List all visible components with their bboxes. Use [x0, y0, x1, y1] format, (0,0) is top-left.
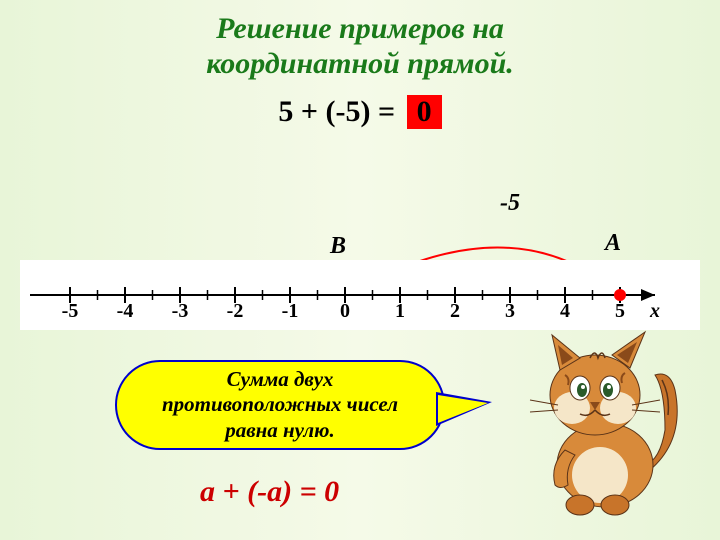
speech-tail — [438, 395, 488, 423]
tick-label: -4 — [117, 300, 134, 323]
equation-answer: 0 — [407, 95, 442, 129]
equation: 5 + (-5) = 0 — [0, 95, 720, 129]
equation-expression: 5 + (-5) = — [278, 95, 395, 128]
tick-label: -5 — [62, 300, 79, 323]
title-line1: Решение примеров на — [216, 12, 504, 45]
speech-bubble: Сумма двух противоположных чисел равна н… — [115, 360, 445, 450]
title-line2: координатной прямой. — [206, 47, 514, 80]
arc-label: -5 — [500, 190, 520, 217]
tick-label: 2 — [450, 300, 460, 323]
tick-label: 1 — [395, 300, 405, 323]
bubble-line2: противоположных чисел — [162, 392, 398, 416]
bubble-line1: Сумма двух — [227, 367, 334, 391]
point-label-a: A — [605, 230, 621, 257]
tick-label: -3 — [172, 300, 189, 323]
tick-label: 0 — [340, 300, 350, 323]
page-title: Решение примеров на координатной прямой. — [0, 0, 720, 81]
tick-label: -1 — [282, 300, 299, 323]
tick-label: -2 — [227, 300, 244, 323]
bubble-line3: равна нулю. — [225, 418, 335, 442]
cat-illustration — [510, 320, 690, 520]
formula: а + (-а) = 0 — [200, 475, 339, 509]
point-label-b: В — [330, 233, 346, 260]
